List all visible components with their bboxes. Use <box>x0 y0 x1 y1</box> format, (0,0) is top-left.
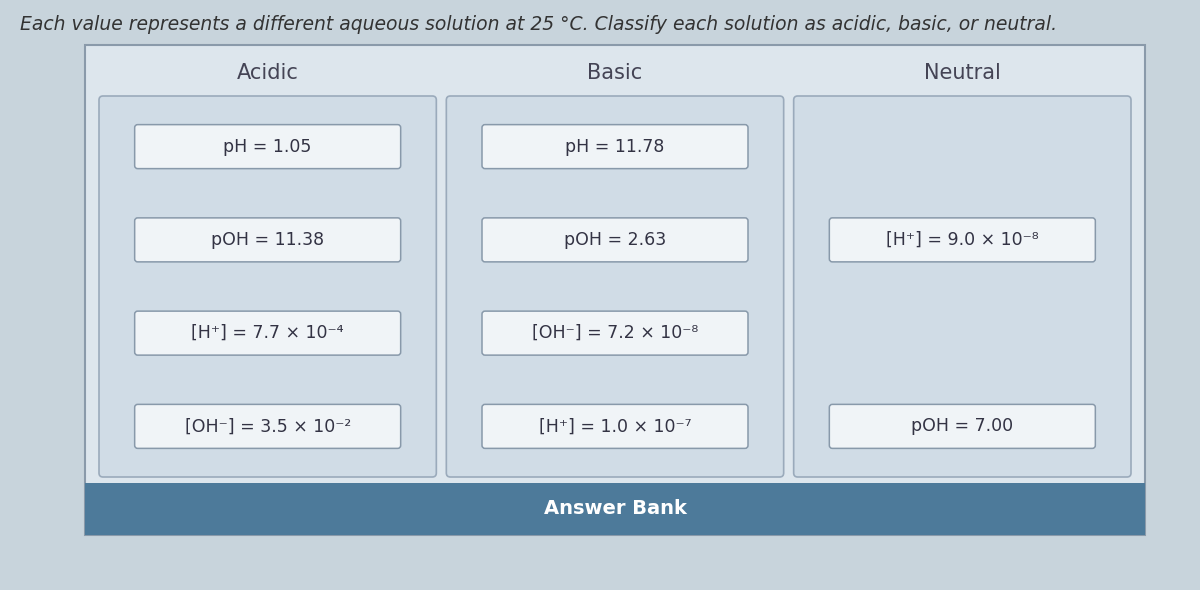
FancyBboxPatch shape <box>134 311 401 355</box>
Text: [OH⁻] = 7.2 × 10⁻⁸: [OH⁻] = 7.2 × 10⁻⁸ <box>532 324 698 342</box>
FancyBboxPatch shape <box>134 218 401 262</box>
FancyBboxPatch shape <box>793 96 1132 477</box>
Text: pH = 1.05: pH = 1.05 <box>223 137 312 156</box>
FancyBboxPatch shape <box>134 124 401 169</box>
Text: [H⁺] = 9.0 × 10⁻⁸: [H⁺] = 9.0 × 10⁻⁸ <box>886 231 1039 249</box>
FancyBboxPatch shape <box>482 311 748 355</box>
Text: Each value represents a different aqueous solution at 25 °C. Classify each solut: Each value represents a different aqueou… <box>20 15 1057 34</box>
FancyBboxPatch shape <box>829 404 1096 448</box>
Text: [H⁺] = 1.0 × 10⁻⁷: [H⁺] = 1.0 × 10⁻⁷ <box>539 417 691 435</box>
Text: Answer Bank: Answer Bank <box>544 500 686 519</box>
FancyBboxPatch shape <box>482 124 748 169</box>
Text: Acidic: Acidic <box>236 63 299 83</box>
FancyBboxPatch shape <box>85 483 1145 535</box>
Text: pOH = 7.00: pOH = 7.00 <box>911 417 1013 435</box>
Text: [H⁺] = 7.7 × 10⁻⁴: [H⁺] = 7.7 × 10⁻⁴ <box>191 324 344 342</box>
Text: pOH = 2.63: pOH = 2.63 <box>564 231 666 249</box>
FancyBboxPatch shape <box>85 45 1145 535</box>
Text: pH = 11.78: pH = 11.78 <box>565 137 665 156</box>
Text: Neutral: Neutral <box>924 63 1001 83</box>
Text: Basic: Basic <box>587 63 643 83</box>
FancyBboxPatch shape <box>134 404 401 448</box>
FancyBboxPatch shape <box>446 96 784 477</box>
FancyBboxPatch shape <box>829 218 1096 262</box>
Text: pOH = 11.38: pOH = 11.38 <box>211 231 324 249</box>
FancyBboxPatch shape <box>482 404 748 448</box>
Text: [OH⁻] = 3.5 × 10⁻²: [OH⁻] = 3.5 × 10⁻² <box>185 417 350 435</box>
FancyBboxPatch shape <box>98 96 437 477</box>
FancyBboxPatch shape <box>482 218 748 262</box>
